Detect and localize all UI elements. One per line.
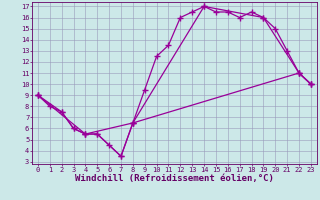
X-axis label: Windchill (Refroidissement éolien,°C): Windchill (Refroidissement éolien,°C) bbox=[75, 174, 274, 183]
